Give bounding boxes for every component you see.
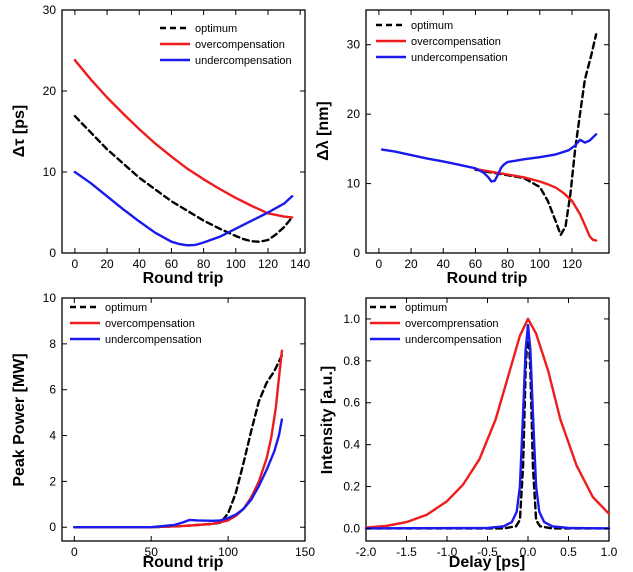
y-tick-label: 4	[49, 429, 56, 443]
series-line-overcomprensation	[364, 317, 611, 529]
x-tick-label: 80	[197, 257, 211, 271]
x-tick-label: 0	[72, 257, 79, 271]
legend-label: optimum	[405, 302, 447, 314]
x-tick-label: 150	[295, 545, 315, 559]
series-line-optimum	[474, 33, 598, 237]
legend-label: overcompensation	[105, 318, 195, 330]
x-tick-label: 100	[218, 545, 238, 559]
x-tick-label: 1.0	[601, 545, 618, 559]
x-tick-label: 20	[100, 257, 114, 271]
panel-lambda: 0 20 40 60 80 100 120 0 10 20 30 optimum overcompe…	[315, 9, 610, 287]
legend-label: undercompensation	[105, 334, 202, 346]
y-tick-label: 0.2	[343, 480, 360, 494]
x-tick-label: 0.0	[520, 545, 537, 559]
x-tick-label: 40	[133, 257, 147, 271]
x-tick-label: -0.5	[477, 545, 498, 559]
x-axis-label: Round trip	[143, 270, 224, 287]
legend-label: optimum	[105, 302, 147, 314]
y-tick-label: 20	[43, 84, 57, 98]
y-tick-label: 30	[347, 38, 361, 52]
x-tick-label: 100	[226, 257, 246, 271]
y-axis-label: Δλ [nm]	[315, 101, 332, 161]
legend-label: overcompensation	[195, 39, 285, 51]
y-tick-label: 0	[49, 246, 56, 260]
legend-label: optimum	[411, 20, 453, 32]
x-tick-label: 120	[258, 257, 278, 271]
x-tick-label: -1.0	[437, 545, 458, 559]
x-tick-label: 0	[71, 545, 78, 559]
y-tick-label: 0	[49, 520, 56, 534]
x-tick-label: 20	[404, 257, 418, 271]
y-tick-label: 8	[49, 337, 56, 351]
series-line-overcompensation	[73, 59, 294, 219]
plot-frame	[61, 297, 306, 542]
series-line-optimum	[364, 324, 611, 530]
panel-intensity: -2.0 -1.5 -1.0 -0.5 0.0 0.5 1.0 0.0 0.2 0.4 0.6 0.…	[319, 297, 618, 571]
y-tick-label: 30	[43, 3, 57, 17]
x-axis-label: Round trip	[143, 554, 224, 571]
y-tick-label: 2	[49, 474, 56, 488]
x-tick-label: 0.5	[560, 545, 577, 559]
series-line-undercompensation	[364, 324, 611, 530]
legend-label: optimum	[195, 23, 237, 35]
x-tick-label: 40	[437, 257, 451, 271]
y-tick-label: 10	[43, 291, 57, 305]
x-tick-label: -1.5	[396, 545, 417, 559]
y-tick-label: 1.0	[343, 312, 360, 326]
x-axis-label: Round trip	[447, 270, 528, 287]
legend-label: undercompensation	[195, 55, 292, 67]
legend-label: undercompensation	[405, 334, 502, 346]
x-tick-label: 50	[145, 545, 159, 559]
legend-label: overcomprensation	[405, 318, 499, 330]
y-tick-label: 0.8	[343, 354, 360, 368]
legend-label: overcompensation	[411, 36, 501, 48]
x-tick-label: 0	[376, 257, 383, 271]
y-tick-label: 6	[49, 383, 56, 397]
y-tick-label: 0	[353, 246, 360, 260]
y-tick-label: 0.6	[343, 396, 360, 410]
y-tick-label: 10	[347, 177, 361, 191]
x-tick-label: 100	[530, 257, 550, 271]
series-line-undercompensation	[73, 170, 294, 247]
series-line-undercompensation	[73, 418, 284, 529]
plot-frame	[61, 9, 306, 254]
panel-peak-power: 0 50 100 150 0 2 4 6 8 10 optimum overcompensatio…	[11, 291, 315, 571]
y-axis-label: Peak Power [MW]	[11, 353, 28, 486]
series-line-optimum	[73, 114, 294, 243]
series-line-overcompensation	[474, 167, 598, 242]
plot-frame	[365, 9, 610, 254]
x-tick-label: 60	[165, 257, 179, 271]
y-axis-label: Δτ [ps]	[11, 105, 28, 157]
y-axis-label: Intensity [a.u.]	[319, 366, 336, 474]
series-line-undercompensation	[380, 133, 598, 183]
y-tick-label: 0.4	[343, 438, 360, 452]
x-tick-label: -2.0	[356, 545, 377, 559]
x-axis-label: Delay [ps]	[449, 554, 525, 571]
panel-tau: 0 20 40 60 80 100 120 140 0 10 20 30 optimum overco…	[11, 3, 311, 287]
y-tick-label: 10	[43, 165, 57, 179]
y-tick-label: 0.0	[343, 521, 360, 535]
x-tick-label: 140	[290, 257, 310, 271]
x-tick-label: 60	[469, 257, 483, 271]
x-tick-label: 120	[562, 257, 582, 271]
y-tick-label: 20	[347, 107, 361, 121]
legend-label: undercompensation	[411, 52, 508, 64]
x-tick-label: 80	[501, 257, 515, 271]
